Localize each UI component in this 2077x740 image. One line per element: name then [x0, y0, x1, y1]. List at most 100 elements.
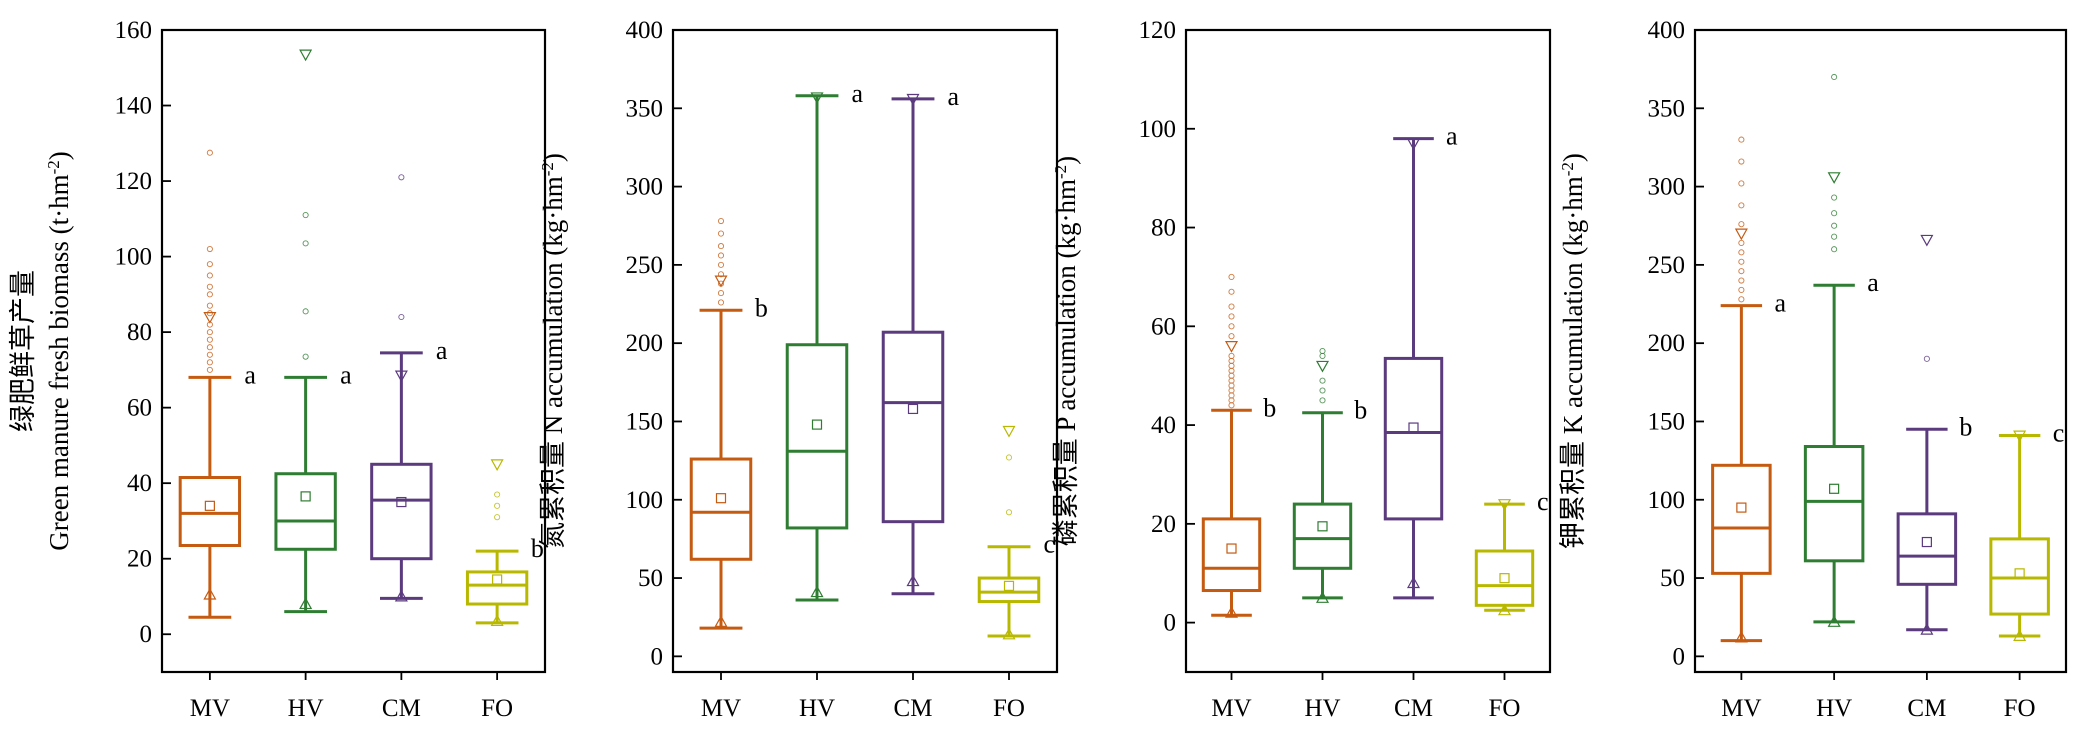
outlier-point — [1228, 357, 1235, 364]
outlier-point — [1738, 268, 1745, 275]
y-tick-label: 40 — [1151, 412, 1176, 439]
box-fo: c — [1474, 487, 1549, 616]
significance-letter: b — [1263, 393, 1276, 422]
y-tick-label: 100 — [1139, 116, 1177, 143]
box-mv: b — [689, 217, 768, 630]
x-tick-label-hv: HV — [799, 695, 835, 722]
outlier-point — [1228, 333, 1235, 340]
box-iqr — [1383, 356, 1444, 521]
mean-marker — [811, 419, 823, 430]
outlier-point — [1738, 239, 1745, 247]
outlier-point — [1831, 194, 1838, 201]
x-tick-label-fo: FO — [2004, 695, 2036, 722]
y-tick-label: 80 — [1151, 215, 1176, 242]
outlier-point — [717, 271, 725, 278]
significance-letter: b — [1354, 396, 1367, 425]
mean-marker — [396, 496, 407, 508]
outlier-point — [1738, 258, 1745, 265]
percentile-1-marker — [1734, 630, 1748, 643]
box-iqr — [178, 476, 242, 547]
y-tick-label: 50 — [638, 565, 663, 592]
mean-marker — [907, 403, 919, 415]
y-tick-label: 120 — [1139, 17, 1177, 44]
y-tick-label: 300 — [626, 174, 664, 201]
y-axis-title-end: ) — [1558, 153, 1588, 162]
percentile-1-marker — [906, 574, 920, 587]
percentile-1-marker — [1002, 627, 1016, 640]
outlier-point — [1319, 397, 1326, 404]
outlier-point — [206, 321, 213, 328]
outlier-point — [206, 283, 213, 290]
y-tick-label: 400 — [626, 17, 664, 44]
outlier-point — [1228, 392, 1235, 399]
y-axis-title-en: Green manure fresh biomass (t·hm-2) — [44, 151, 75, 551]
y-axis-title-text: P accumulation (kg·hm — [1051, 179, 1081, 438]
outlier-point — [717, 217, 725, 225]
x-tick-label-mv: MV — [1211, 695, 1251, 722]
y-axis-title-sup: -2 — [538, 162, 557, 176]
y-tick-label: 150 — [626, 408, 664, 435]
y-tick-label: 200 — [626, 330, 664, 357]
outlier-point — [1319, 387, 1326, 394]
outlier-point — [494, 514, 501, 521]
percentile-99-marker — [2013, 430, 2027, 443]
significance-letter: a — [1775, 289, 1787, 318]
outlier-point — [1738, 286, 1745, 293]
y-tick-label: 140 — [115, 93, 153, 120]
outlier-point — [1738, 277, 1745, 284]
plot-frame — [1184, 28, 1552, 674]
percentile-1-marker — [299, 597, 313, 610]
outlier-point — [206, 261, 213, 268]
outlier-point — [1831, 233, 1838, 240]
percentile-1-marker — [1827, 615, 1841, 627]
percentile-99-marker — [203, 312, 217, 324]
y-tick-label: 120 — [115, 168, 153, 195]
significance-letter: b — [1959, 412, 1972, 441]
x-tick-label-hv: HV — [288, 695, 324, 722]
outlier-point — [1228, 397, 1235, 404]
significance-letter: c — [1537, 487, 1549, 516]
x-tick-label-mv: MV — [701, 695, 741, 722]
outlier-point — [717, 290, 725, 297]
percentile-99-marker — [810, 92, 824, 105]
y-tick-label: 400 — [1648, 17, 1686, 44]
y-tick-label: 100 — [1648, 487, 1686, 514]
box-iqr — [1896, 512, 1958, 586]
outlier-point — [206, 310, 213, 317]
percentile-99-marker — [1224, 341, 1239, 353]
outlier-point — [302, 308, 309, 315]
mean-marker — [2014, 568, 2025, 579]
y-axis-title-end: ) — [1051, 156, 1081, 165]
box-mv: b — [1201, 273, 1276, 618]
box-iqr — [465, 570, 529, 606]
chart-panel-1: 0 20 40 60 80 100 120 140 160 MV HV CM FO a a a b 绿肥鲜草产量 G… — [8, 17, 547, 722]
outlier-point — [206, 245, 213, 253]
percentile-1-marker — [1497, 603, 1512, 616]
percentile-1-marker — [203, 587, 217, 600]
outlier-point — [1831, 210, 1838, 217]
outlier-point — [206, 351, 213, 358]
outlier-point — [1005, 454, 1013, 461]
outlier-point — [206, 359, 213, 366]
box-iqr — [274, 472, 337, 551]
mean-marker — [1921, 536, 1932, 548]
outlier-point — [1228, 377, 1235, 384]
outlier-point — [302, 353, 309, 360]
box-cm: b — [1896, 234, 1972, 635]
box-iqr — [1201, 517, 1262, 593]
box-iqr — [370, 462, 433, 561]
y-tick-label: 150 — [1648, 408, 1686, 435]
y-tick-label: 100 — [626, 487, 664, 514]
outlier-point — [1228, 352, 1235, 359]
x-tick-label-hv: HV — [1816, 695, 1852, 722]
y-tick-label: 60 — [1151, 313, 1176, 340]
x-tick-label-cm: CM — [894, 695, 933, 722]
outlier-point — [717, 299, 725, 306]
percentile-99-marker — [394, 370, 408, 383]
chart-panel-2: 0 50 100 150 200 250 300 350 400 MV HV CM FO b a a c 氮累积量… — [538, 17, 1059, 722]
y-axis-title-sup: -2 — [1558, 162, 1577, 176]
x-tick-label-mv: MV — [190, 695, 230, 722]
outlier-point — [1228, 273, 1235, 280]
y-axis-title: 绿肥鲜草产量 — [8, 270, 38, 432]
outlier-point — [1228, 362, 1235, 369]
